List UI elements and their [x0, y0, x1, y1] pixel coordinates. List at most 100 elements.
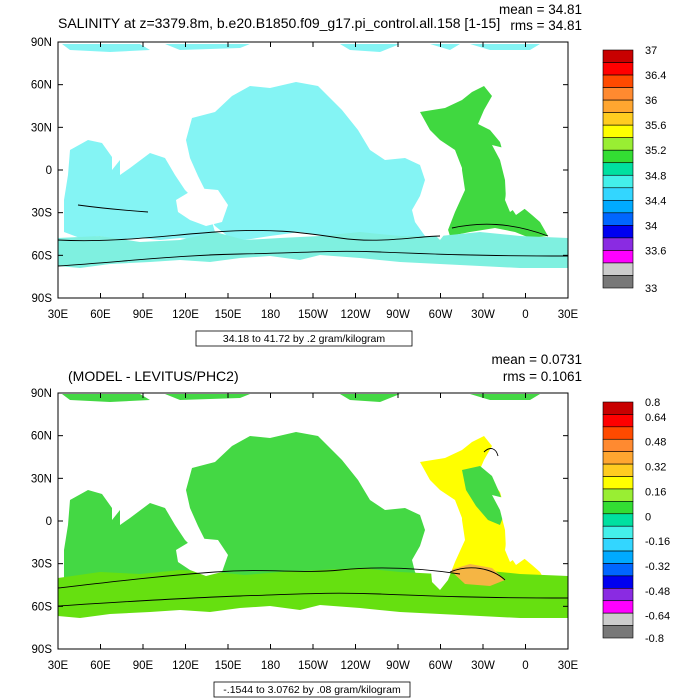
top-range-box — [195, 330, 413, 347]
top-colorbar-label: 33 — [645, 283, 657, 295]
top-x-tick-label: 180 — [261, 309, 280, 321]
top-x-tick-label: 30E — [48, 309, 69, 321]
top-x-tick-label: 0 — [522, 309, 528, 321]
bottom-x-tick-label: 30E — [558, 660, 579, 672]
bottom-colorbar-swatch — [602, 513, 634, 527]
bottom-colorbar-swatch — [602, 563, 634, 577]
top-arctic-ocean — [62, 44, 540, 52]
bottom-indian-ocean — [64, 490, 215, 590]
top-colorbar-swatch — [602, 87, 634, 101]
bottom-atlantic-green-core — [462, 466, 505, 525]
top-x-tick-label: 90W — [386, 309, 410, 321]
bottom-y-axis: 90N 60N 30N 0 30S 60S 90S — [31, 388, 568, 656]
bottom-colorbar-swatch — [602, 463, 634, 477]
bottom-panel: (MODEL - LEVITUS/PHC2) mean = 0.0731 rms… — [31, 352, 670, 698]
bottom-contour-line-3 — [449, 567, 506, 581]
top-colorbar-label: 34 — [645, 220, 657, 232]
top-panel-rms: rms = 34.81 — [510, 18, 582, 33]
top-landmass-africa — [492, 145, 538, 215]
bottom-contour-line-1 — [58, 567, 461, 589]
bottom-colorbar-swatch — [602, 501, 634, 515]
top-panel: SALINITY at z=3379.8m, b.e20.B1850.f09_g… — [31, 2, 666, 347]
top-colorbar-label: 34.4 — [645, 195, 666, 207]
bottom-x-tick-label: 0 — [522, 660, 528, 672]
bottom-colorbar-swatch — [602, 451, 634, 465]
top-landmass-australia — [176, 188, 228, 226]
top-y-tick-label: 90S — [32, 293, 53, 305]
bottom-colorbar-label: 0.8 — [645, 397, 660, 409]
bottom-y-tick-label: 60N — [31, 431, 52, 443]
top-colorbar-swatch — [602, 112, 634, 126]
top-colorbar: 37 36.4 36 35.6 35.2 34.8 34.4 34 33.6 33 — [602, 45, 666, 295]
top-x-tick-label: 30W — [471, 309, 495, 321]
top-contour-line-2 — [58, 250, 568, 267]
top-colorbar-label: 35.6 — [645, 120, 666, 132]
top-colorbar-label: 36.4 — [645, 70, 666, 82]
bottom-colorbar-swatch — [602, 414, 634, 428]
top-colorbar-swatch — [602, 137, 634, 151]
top-colorbar-swatch — [602, 49, 634, 63]
top-colorbar-swatch — [602, 62, 634, 76]
bottom-contour-line-4 — [483, 448, 499, 457]
bottom-colorbar-swatch — [602, 600, 634, 614]
bottom-colorbar-label: 0 — [645, 511, 651, 523]
bottom-colorbar-label: -0.16 — [645, 536, 670, 548]
bottom-arctic-ocean — [62, 394, 540, 402]
bottom-colorbar-label: 0.16 — [645, 486, 666, 498]
bottom-panel-title: (MODEL - LEVITUS/PHC2) — [68, 368, 239, 384]
bottom-x-tick-label: 90W — [386, 660, 410, 672]
top-map-field — [58, 44, 568, 298]
top-landmass-southamerica — [428, 165, 465, 240]
top-x-tick-label: 150E — [215, 309, 242, 321]
bottom-colorbar-label: 0.48 — [645, 437, 666, 449]
bottom-colorbar-label: -0.48 — [645, 586, 670, 598]
top-x-tick-label: 120E — [172, 309, 199, 321]
top-colorbar-swatch — [602, 99, 634, 113]
top-colorbar-swatch — [602, 200, 634, 214]
top-x-axis: 30E 60E 90E 120E 150E 180 150W 120W 90W 60W 30W 0 30… — [48, 42, 579, 321]
top-contour-line-4 — [451, 223, 549, 237]
bottom-colorbar-swatch — [602, 575, 634, 589]
bottom-landmass-antarctica — [58, 618, 568, 649]
bottom-panel-mean: mean = 0.0731 — [492, 352, 582, 367]
bottom-y-tick-label: 30N — [31, 473, 52, 485]
bottom-colorbar-swatch — [602, 401, 634, 415]
top-range-label: 34.18 to 41.72 by .2 gram/kilogram — [223, 333, 386, 345]
bottom-y-tick-label: 90S — [32, 644, 53, 656]
bottom-colorbar-swatch — [602, 612, 634, 626]
top-colorbar-swatch — [602, 149, 634, 164]
bottom-colorbar-swatch — [602, 588, 634, 602]
top-x-tick-label: 150W — [298, 309, 328, 321]
top-atlantic-ocean — [420, 86, 548, 238]
bottom-x-axis: 30E 60E 90E 120E 150E 180 150W 120W 90W 60W 30W 0 30… — [48, 393, 579, 672]
top-colorbar-label: 37 — [645, 45, 657, 57]
top-colorbar-label: 33.6 — [645, 245, 666, 257]
bottom-pacific-ocean — [186, 432, 425, 590]
top-panel-mean: mean = 34.81 — [499, 2, 582, 17]
bottom-anomaly-orange — [450, 564, 505, 586]
top-colorbar-label: 34.8 — [645, 170, 666, 182]
top-x-tick-label: 90E — [133, 309, 154, 321]
top-indian-ocean — [64, 140, 215, 240]
top-colorbar-swatch — [602, 124, 634, 138]
bottom-x-tick-label: 90E — [133, 660, 154, 672]
top-contour-line-1 — [58, 229, 441, 242]
top-y-tick-label: 60N — [31, 80, 52, 92]
bottom-colorbar-swatch — [602, 538, 634, 552]
bottom-x-tick-label: 60E — [90, 660, 111, 672]
top-y-axis: 90N 60N 30N 0 30S 60S 90S — [31, 37, 568, 305]
bottom-map-field — [58, 394, 568, 649]
bottom-colorbar: 0.8 0.64 0.48 0.32 0.16 0 -0.16 -0.32 -0.48 -0.64… — [602, 397, 670, 645]
top-colorbar-swatch — [602, 225, 634, 239]
top-colorbar-swatch — [602, 162, 634, 176]
top-x-tick-label: 120W — [340, 309, 370, 321]
bottom-colorbar-swatch — [602, 525, 634, 539]
bottom-panel-rms: rms = 0.1061 — [503, 369, 582, 384]
bottom-colorbar-label: 0.32 — [645, 462, 666, 474]
top-landmass-antarctica — [58, 268, 568, 298]
bottom-x-tick-label: 60W — [429, 660, 453, 672]
bottom-range-box — [213, 681, 411, 698]
bottom-colorbar-label: -0.32 — [645, 561, 670, 573]
bottom-range-label: -.1544 to 3.0762 by .08 gram/kilogram — [223, 684, 401, 696]
